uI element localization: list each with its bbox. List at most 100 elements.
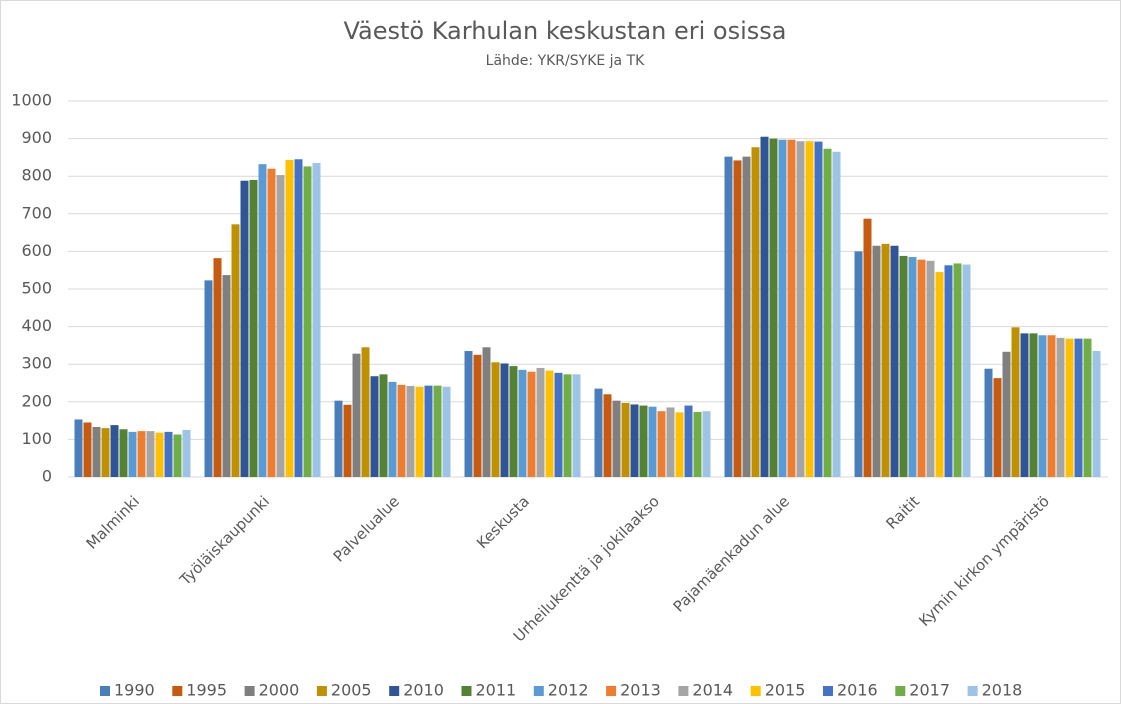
bar <box>639 405 648 477</box>
bar <box>1029 333 1038 477</box>
bar <box>917 259 926 477</box>
bar <box>926 260 935 477</box>
bar <box>146 431 155 477</box>
y-tick-label: 600 <box>21 241 52 260</box>
bar <box>285 160 294 478</box>
legend-swatch <box>750 686 761 696</box>
bar <box>908 257 917 477</box>
bar <box>854 251 863 477</box>
bar <box>433 385 442 477</box>
bar <box>572 374 581 477</box>
bar <box>155 432 164 477</box>
legend-label: 2016 <box>837 681 878 700</box>
bar <box>993 378 1002 477</box>
bar <box>563 374 572 477</box>
legend-swatch <box>606 686 617 696</box>
bar <box>823 148 832 477</box>
legend-swatch <box>100 686 110 696</box>
legend-swatch <box>461 686 472 696</box>
legend-label: 2013 <box>620 681 661 700</box>
bar <box>621 402 630 477</box>
bar <box>1083 338 1092 477</box>
bar <box>872 245 881 477</box>
bar <box>684 405 693 477</box>
bar <box>612 400 621 477</box>
bar <box>334 400 343 477</box>
bar <box>962 264 971 477</box>
bar <box>733 160 742 477</box>
legend-swatch <box>389 686 400 696</box>
bar <box>832 151 841 477</box>
legend-label: 2018 <box>982 681 1023 700</box>
bar <box>240 180 249 477</box>
bar <box>1011 327 1020 477</box>
bar <box>442 386 451 477</box>
y-tick-label: 400 <box>21 316 52 335</box>
y-tick-label: 800 <box>21 166 52 185</box>
bar <box>935 272 944 477</box>
y-tick-label: 700 <box>21 203 52 222</box>
bar <box>267 168 276 477</box>
bar <box>603 394 612 477</box>
bar <box>379 374 388 477</box>
bar <box>796 141 805 477</box>
bar <box>1038 335 1047 477</box>
legend-swatch <box>533 686 544 696</box>
bar <box>518 369 527 477</box>
legend-label: 2010 <box>403 681 444 700</box>
bar <box>675 412 684 477</box>
bar <box>249 179 258 477</box>
bar <box>83 422 92 477</box>
bar <box>119 429 128 477</box>
bar <box>648 406 657 477</box>
y-tick-label: 300 <box>21 354 52 373</box>
bar <box>182 430 191 477</box>
bar <box>1002 351 1011 477</box>
y-tick-label: 500 <box>21 279 52 298</box>
bar <box>527 371 536 477</box>
bar <box>787 139 796 477</box>
bar <box>509 366 518 477</box>
legend-label: 2000 <box>259 681 300 700</box>
bar <box>101 428 110 477</box>
bar <box>769 138 778 477</box>
bar <box>890 245 899 477</box>
legend-swatch <box>316 686 327 696</box>
legend-label: 1990 <box>114 681 155 700</box>
bar <box>594 388 603 477</box>
legend-swatch <box>967 686 978 696</box>
bar <box>173 434 182 477</box>
bar <box>137 431 146 477</box>
bar <box>303 166 312 477</box>
bar <box>953 263 962 477</box>
chart-title: Väestö Karhulan keskustan eri osissa <box>343 17 786 45</box>
y-tick-label: 100 <box>21 429 52 448</box>
bar <box>863 218 872 478</box>
bar <box>814 141 823 477</box>
legend-swatch <box>244 686 255 696</box>
y-tick-label: 900 <box>21 128 52 147</box>
bar <box>702 411 711 477</box>
bar <box>1074 338 1083 477</box>
bar <box>657 411 666 477</box>
bar <box>778 139 787 477</box>
bar <box>231 224 240 477</box>
legend-label: 2012 <box>548 681 589 700</box>
legend-label: 2014 <box>692 681 733 700</box>
bar <box>424 385 433 477</box>
bar <box>666 407 675 477</box>
bar <box>1056 337 1065 477</box>
y-tick-label: 1000 <box>11 91 52 110</box>
bar <box>536 367 545 477</box>
bar <box>74 419 83 477</box>
y-tick-label: 0 <box>42 467 52 486</box>
bar <box>370 376 379 477</box>
bar <box>213 258 222 477</box>
bar <box>944 265 953 477</box>
bar <box>805 141 814 477</box>
bar <box>415 386 424 477</box>
bar <box>760 136 769 477</box>
y-tick-label: 200 <box>21 391 52 410</box>
chart-subtitle: Lähde: YKR/SYKE ja TK <box>486 53 645 69</box>
bar <box>630 404 639 477</box>
